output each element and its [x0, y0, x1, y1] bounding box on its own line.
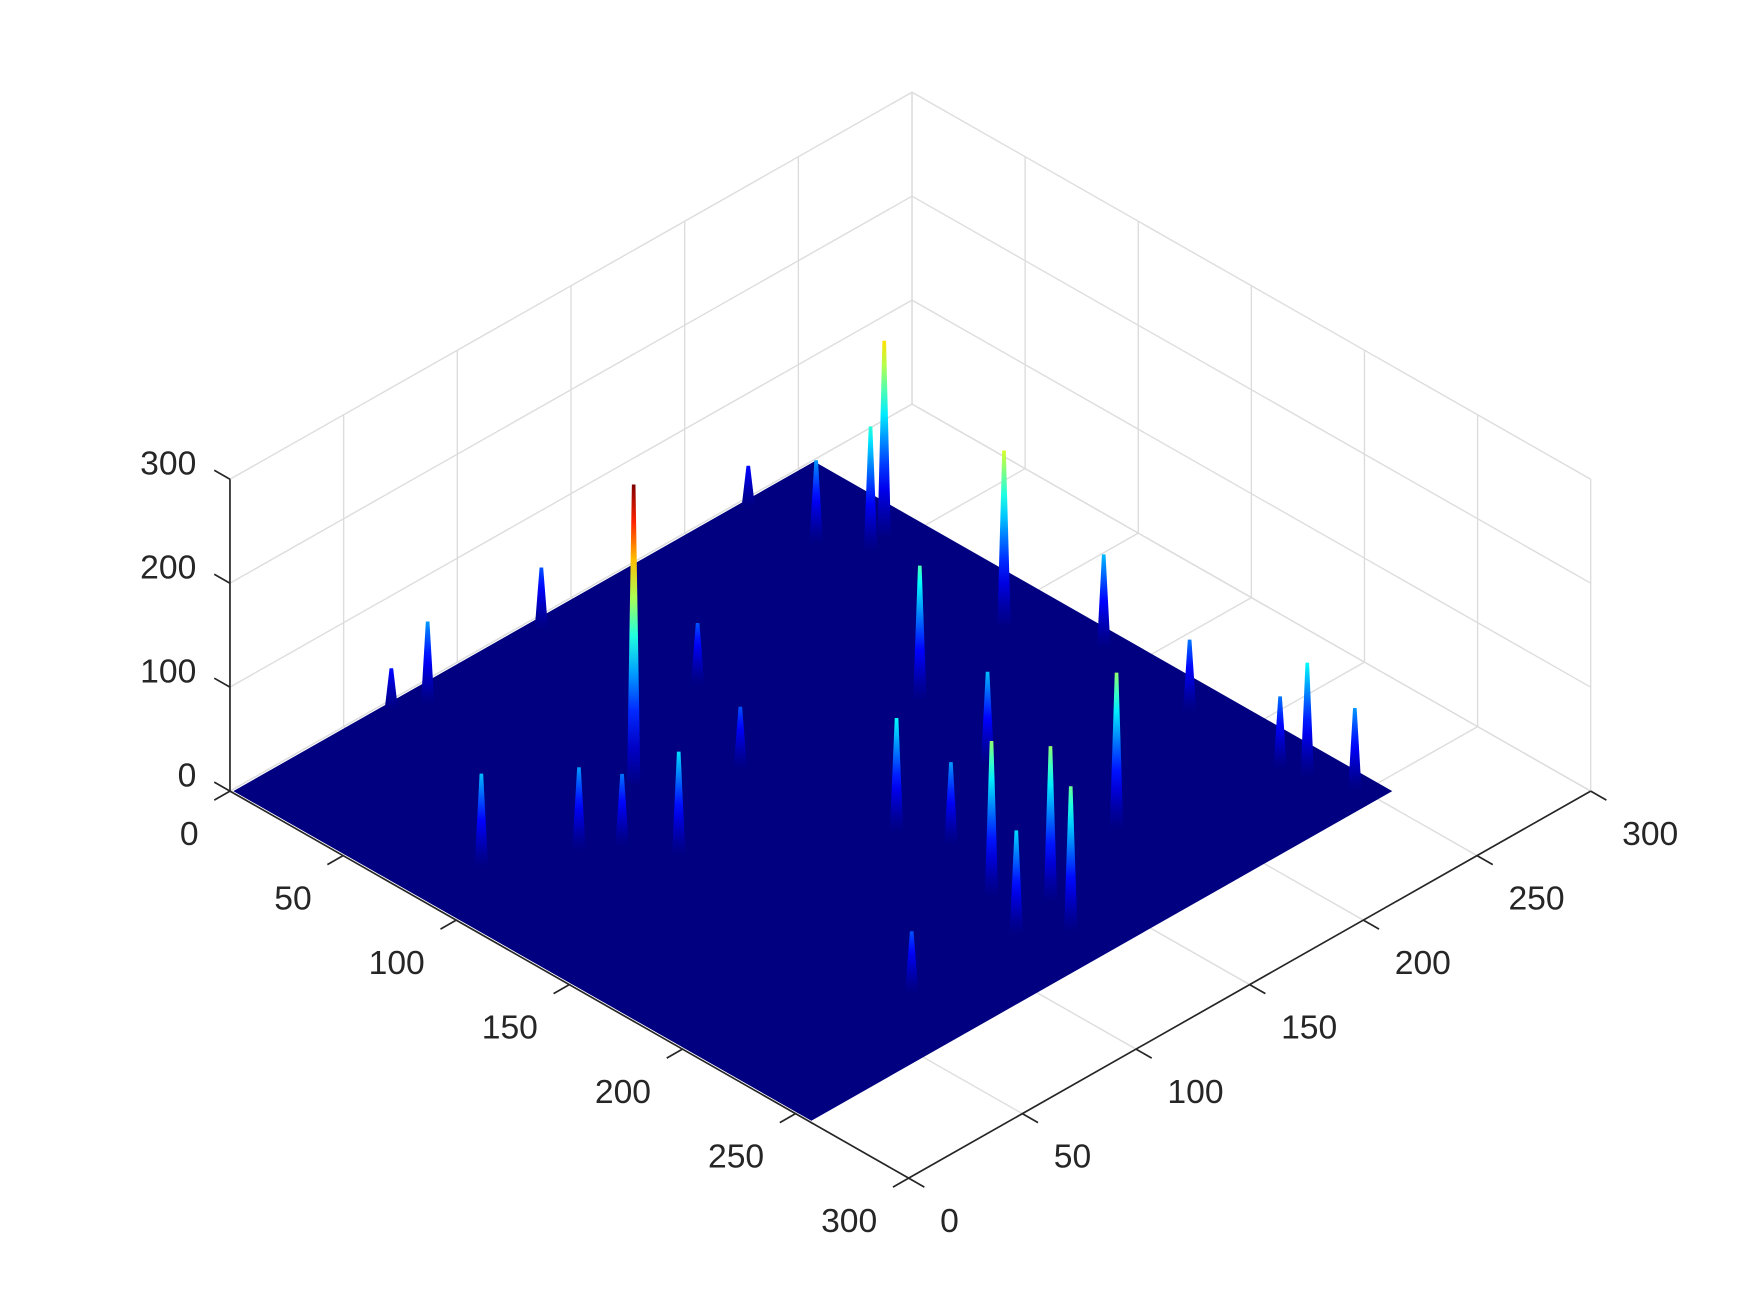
surface-peak: [889, 718, 904, 833]
z-tick-label: 200: [140, 550, 196, 587]
grid-line: [229, 91, 913, 480]
z-tick-label: 0: [178, 758, 197, 795]
surface-peak: [420, 621, 435, 705]
surface-peak: [1096, 554, 1111, 648]
surface-peak: [877, 340, 891, 539]
grid-line: [911, 195, 1592, 584]
y-tick-label: 0: [180, 816, 199, 853]
grid-line: [229, 195, 913, 584]
y-tick-label: 150: [482, 1009, 538, 1046]
surface-peak: [474, 773, 489, 868]
x-tick-label: 250: [1508, 880, 1564, 917]
y-tick: [779, 1112, 796, 1124]
y-tick-label: 250: [708, 1138, 764, 1175]
surface-peak: [913, 565, 927, 701]
y-tick-label: 100: [369, 945, 425, 982]
x-tick: [1590, 790, 1607, 801]
z-tick-label: 100: [140, 654, 196, 691]
surface-peak: [626, 484, 641, 786]
z-tick: [213, 469, 231, 480]
surface-peak: [733, 706, 748, 770]
surface-floor: [233, 461, 1393, 1121]
z-tick: [213, 573, 231, 584]
surface-peak: [672, 751, 686, 856]
grid-line: [911, 91, 1592, 480]
y-tick-label: 300: [821, 1203, 877, 1240]
y-tick: [892, 1177, 910, 1188]
surface-peak: [1273, 696, 1287, 770]
surface-peak: [1009, 830, 1024, 935]
x-tick-label: 150: [1281, 1009, 1337, 1046]
surface-peak: [809, 460, 823, 544]
surface-peak: [690, 622, 705, 686]
y-tick: [213, 790, 231, 801]
surface-peak: [534, 567, 549, 630]
surface-peak: [1300, 662, 1315, 777]
grid-line: [911, 299, 1592, 688]
x-tick-label: 200: [1395, 945, 1451, 982]
x-tick: [1476, 854, 1494, 866]
surface-peak: [1348, 707, 1362, 792]
x-tick-label: 300: [1622, 816, 1678, 853]
x-tick-label: 0: [940, 1203, 959, 1240]
surface-peak: [615, 773, 629, 847]
x-tick-label: 100: [1167, 1074, 1223, 1111]
x-tick: [1021, 1112, 1039, 1124]
surface-peak: [384, 668, 399, 710]
surface-peak: [944, 762, 958, 846]
grid-line: [229, 299, 913, 688]
surface-peak: [984, 740, 999, 897]
x-tick-label: 50: [1054, 1138, 1091, 1175]
y-tick: [440, 919, 457, 930]
z-tick: [213, 677, 231, 688]
y-tick-label: 200: [595, 1074, 651, 1111]
x-tick: [1135, 1048, 1153, 1059]
y-tick: [553, 983, 570, 995]
surface-peak: [1064, 786, 1078, 932]
y-tick-label: 50: [274, 880, 311, 917]
grid-line: [911, 403, 1592, 792]
surface-peak: [904, 931, 919, 994]
x-tick: [908, 1177, 925, 1188]
x-tick: [1249, 983, 1266, 995]
surface-peak: [1182, 639, 1197, 713]
surface-peak: [863, 426, 878, 552]
surface-peak: [572, 767, 586, 851]
surface-peak: [1109, 672, 1124, 829]
axes: 0 50 100 150 200 250 300 0 50 100 150 200 250 300 0 100…: [140, 446, 1678, 1240]
z-tick: [213, 781, 231, 792]
surface-peak: [1043, 746, 1058, 903]
y-tick: [666, 1048, 683, 1059]
surface: [233, 340, 1393, 1121]
grid-line: [229, 403, 913, 792]
y-tick: [326, 854, 344, 866]
x-tick: [1362, 919, 1380, 930]
surface-peak: [741, 465, 756, 508]
z-tick-label: 300: [140, 446, 196, 483]
surface-peak: [997, 450, 1011, 628]
